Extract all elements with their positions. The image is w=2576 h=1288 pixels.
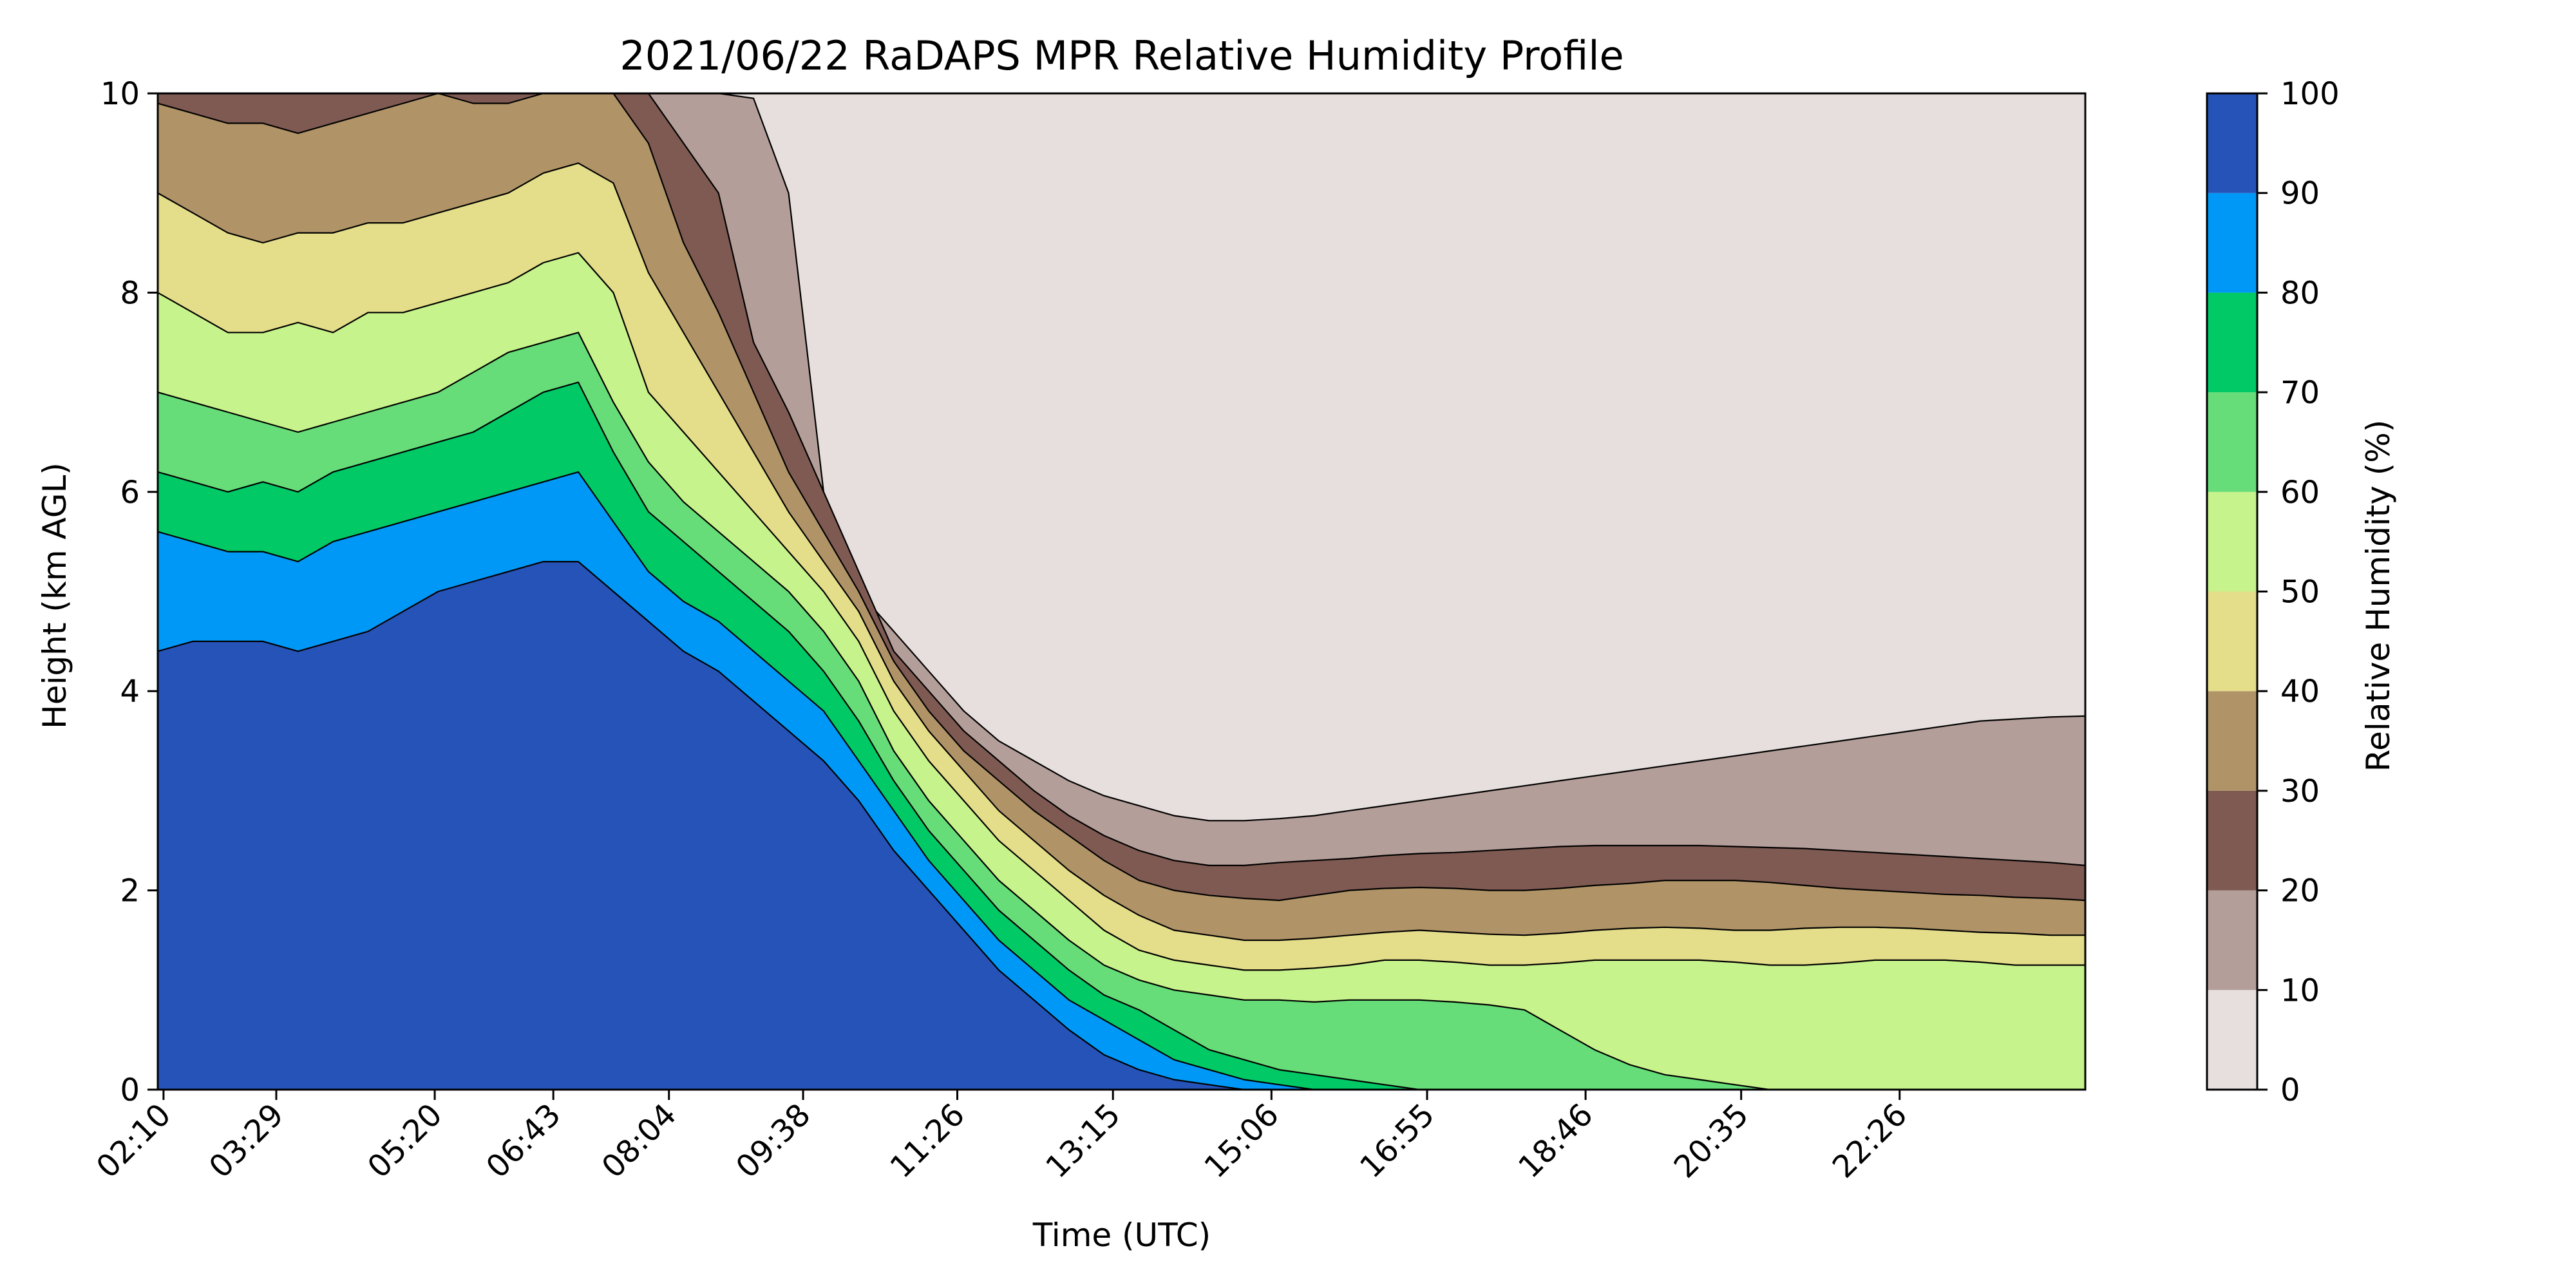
x-axis-label: Time (UTC) <box>1032 1217 1211 1254</box>
colorbar-segment <box>2207 790 2257 891</box>
plot-area <box>156 92 2087 1091</box>
colorbar-tick-label: 80 <box>2280 275 2320 311</box>
y-tick-label: 8 <box>120 275 140 311</box>
colorbar-segment <box>2207 591 2257 692</box>
x-tick-label: 08:04 <box>595 1097 683 1185</box>
colorbar-label: Relative Humidity (%) <box>2360 420 2397 772</box>
chart-title: 2021/06/22 RaDAPS MPR Relative Humidity … <box>620 32 1624 79</box>
x-tick-label: 13:15 <box>1039 1097 1127 1185</box>
y-tick-label: 0 <box>120 1072 140 1108</box>
x-tick-label: 05:20 <box>361 1097 449 1185</box>
colorbar-tick-label: 10 <box>2280 972 2320 1009</box>
plot-frame <box>156 92 2087 1091</box>
y-tick-label: 6 <box>120 475 140 511</box>
x-tick-label: 09:38 <box>729 1097 817 1185</box>
colorbar-tick-label: 60 <box>2280 475 2320 511</box>
x-tick-label: 20:35 <box>1667 1097 1756 1185</box>
x-tick-label: 06:43 <box>479 1097 567 1185</box>
y-axis: 0 2 4 6 8 10 <box>100 76 158 1108</box>
x-tick-label: 15:06 <box>1197 1097 1285 1185</box>
colorbar-tick-label: 20 <box>2280 873 2320 909</box>
colorbar-tick-label: 0 <box>2280 1072 2300 1108</box>
colorbar-segment <box>2207 292 2257 393</box>
colorbar-tick-label: 30 <box>2280 773 2320 810</box>
y-tick-label: 4 <box>120 674 140 710</box>
colorbar-segment <box>2207 93 2257 193</box>
colorbar-tick-label: 40 <box>2280 674 2320 710</box>
rh-band-90-100 <box>158 561 2085 1090</box>
x-tick-label: 02:10 <box>90 1097 178 1185</box>
colorbar-segment <box>2207 193 2257 293</box>
colorbar-segment <box>2207 491 2257 592</box>
y-axis-label: Height (km AGL) <box>36 462 73 729</box>
x-tick-label: 11:26 <box>884 1097 972 1185</box>
colorbar-tick-label: 50 <box>2280 574 2320 611</box>
colorbar-tick-label: 90 <box>2280 176 2320 212</box>
colorbar-segment <box>2207 990 2257 1090</box>
x-tick-label: 16:55 <box>1353 1097 1441 1185</box>
y-tick-label: 2 <box>120 873 140 909</box>
x-tick-label: 18:46 <box>1511 1097 1600 1185</box>
y-tick-label: 10 <box>100 76 140 112</box>
colorbar: 0 10 20 30 40 50 60 70 80 90 100 <box>2206 76 2340 1108</box>
x-axis: 02:10 03:29 05:20 06:43 08:04 09:38 11:26 13:15… <box>90 1090 1914 1185</box>
x-tick-label: 03:29 <box>202 1097 290 1185</box>
colorbar-segment <box>2207 392 2257 492</box>
colorbar-segment <box>2207 691 2257 791</box>
colorbar-tick-label: 100 <box>2280 76 2340 112</box>
x-tick-label: 22:26 <box>1826 1097 1914 1185</box>
colorbar-tick-label: 70 <box>2280 375 2320 411</box>
colorbar-segment <box>2207 890 2257 990</box>
